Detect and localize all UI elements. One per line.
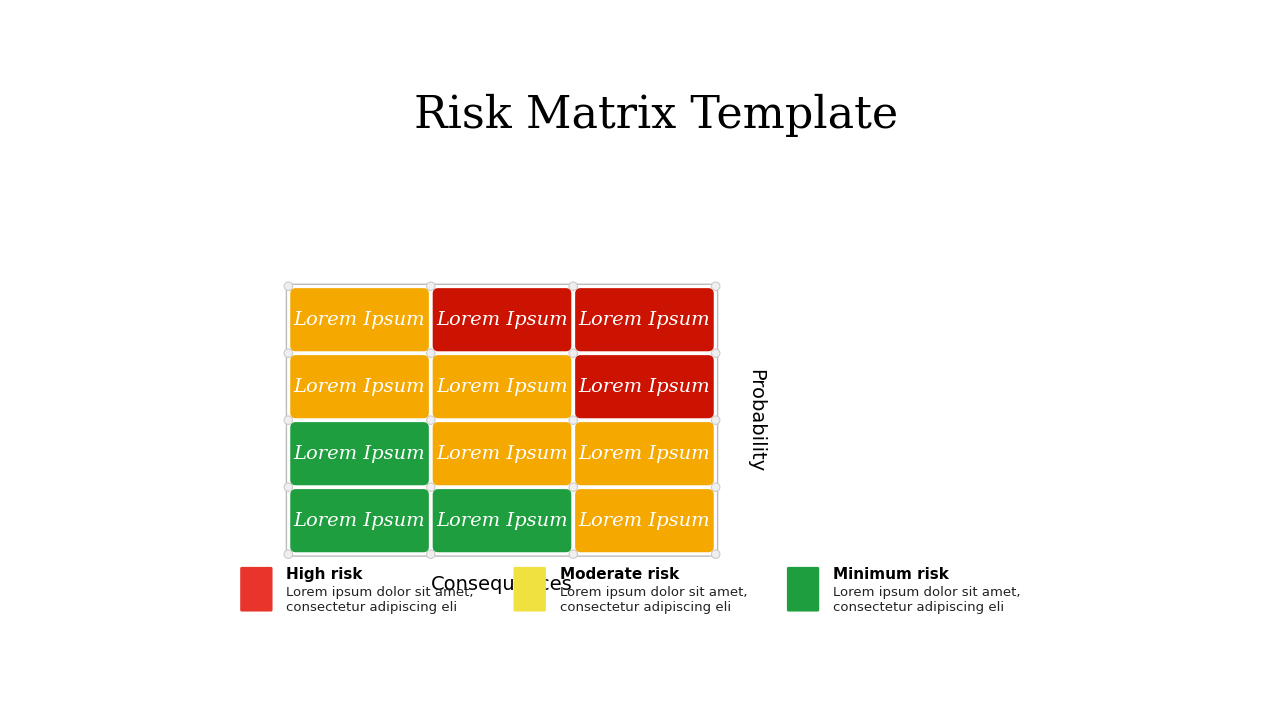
Circle shape (284, 416, 293, 424)
Circle shape (570, 550, 577, 559)
Circle shape (426, 483, 435, 492)
Text: Lorem Ipsum: Lorem Ipsum (293, 512, 425, 530)
FancyBboxPatch shape (291, 288, 429, 351)
Text: Risk Matrix Template: Risk Matrix Template (413, 94, 899, 138)
Text: Lorem Ipsum: Lorem Ipsum (579, 378, 710, 396)
Circle shape (426, 349, 435, 357)
Circle shape (426, 416, 435, 424)
Text: Lorem Ipsum: Lorem Ipsum (579, 512, 710, 530)
Text: Lorem ipsum dolor sit amet,
consectetur adipiscing eli: Lorem ipsum dolor sit amet, consectetur … (833, 585, 1020, 613)
Circle shape (712, 416, 719, 424)
Text: Lorem Ipsum: Lorem Ipsum (293, 311, 425, 329)
Circle shape (284, 349, 293, 357)
Text: Lorem Ipsum: Lorem Ipsum (293, 445, 425, 463)
FancyBboxPatch shape (787, 567, 819, 611)
Text: Consequences: Consequences (431, 575, 573, 594)
Text: Lorem Ipsum: Lorem Ipsum (436, 512, 568, 530)
FancyBboxPatch shape (291, 355, 429, 418)
Circle shape (570, 416, 577, 424)
FancyBboxPatch shape (433, 422, 571, 485)
Circle shape (426, 282, 435, 290)
Circle shape (570, 282, 577, 290)
Text: Probability: Probability (746, 369, 765, 472)
Circle shape (712, 550, 719, 559)
Text: Lorem Ipsum: Lorem Ipsum (436, 378, 568, 396)
FancyBboxPatch shape (433, 355, 571, 418)
FancyBboxPatch shape (513, 567, 545, 611)
Text: Lorem Ipsum: Lorem Ipsum (293, 378, 425, 396)
Circle shape (712, 349, 719, 357)
Text: High risk: High risk (287, 567, 364, 582)
FancyBboxPatch shape (575, 422, 714, 485)
Circle shape (284, 550, 293, 559)
FancyBboxPatch shape (575, 288, 714, 351)
Text: Moderate risk: Moderate risk (559, 567, 678, 582)
Circle shape (426, 550, 435, 559)
Circle shape (284, 282, 293, 290)
Circle shape (570, 349, 577, 357)
FancyBboxPatch shape (575, 489, 714, 552)
FancyBboxPatch shape (433, 489, 571, 552)
Text: Minimum risk: Minimum risk (833, 567, 948, 582)
FancyBboxPatch shape (291, 422, 429, 485)
Circle shape (570, 483, 577, 492)
FancyBboxPatch shape (433, 288, 571, 351)
Text: Lorem Ipsum: Lorem Ipsum (436, 311, 568, 329)
Text: Lorem Ipsum: Lorem Ipsum (579, 445, 710, 463)
Circle shape (712, 483, 719, 492)
Circle shape (712, 282, 719, 290)
Text: Lorem ipsum dolor sit amet,
consectetur adipiscing eli: Lorem ipsum dolor sit amet, consectetur … (559, 585, 748, 613)
FancyBboxPatch shape (241, 567, 273, 611)
FancyBboxPatch shape (291, 489, 429, 552)
Text: Lorem Ipsum: Lorem Ipsum (436, 445, 568, 463)
Text: Lorem ipsum dolor sit amet,
consectetur adipiscing eli: Lorem ipsum dolor sit amet, consectetur … (287, 585, 474, 613)
Text: Lorem Ipsum: Lorem Ipsum (579, 311, 710, 329)
Circle shape (284, 483, 293, 492)
FancyBboxPatch shape (575, 355, 714, 418)
